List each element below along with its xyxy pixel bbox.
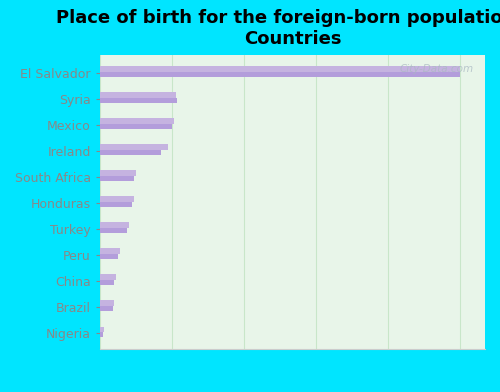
- Title: Place of birth for the foreign-born population -
Countries: Place of birth for the foreign-born popu…: [56, 9, 500, 48]
- Bar: [100, 254, 118, 260]
- Bar: [100, 93, 176, 98]
- Bar: [100, 228, 127, 233]
- Bar: [100, 98, 178, 103]
- Bar: [100, 301, 114, 306]
- Bar: [100, 306, 112, 311]
- Bar: [100, 279, 114, 285]
- Bar: [100, 171, 136, 176]
- Bar: [100, 332, 103, 338]
- Bar: [100, 196, 134, 202]
- Bar: [100, 274, 116, 280]
- Bar: [100, 249, 120, 254]
- Bar: [100, 150, 161, 155]
- Bar: [100, 327, 103, 332]
- Bar: [100, 123, 172, 129]
- Bar: [100, 144, 168, 150]
- Bar: [100, 118, 174, 124]
- Bar: [100, 222, 129, 228]
- Text: City-Data.com: City-Data.com: [400, 64, 473, 74]
- Bar: [100, 201, 132, 207]
- Bar: [100, 71, 460, 77]
- Bar: [100, 66, 460, 72]
- Bar: [100, 176, 134, 181]
